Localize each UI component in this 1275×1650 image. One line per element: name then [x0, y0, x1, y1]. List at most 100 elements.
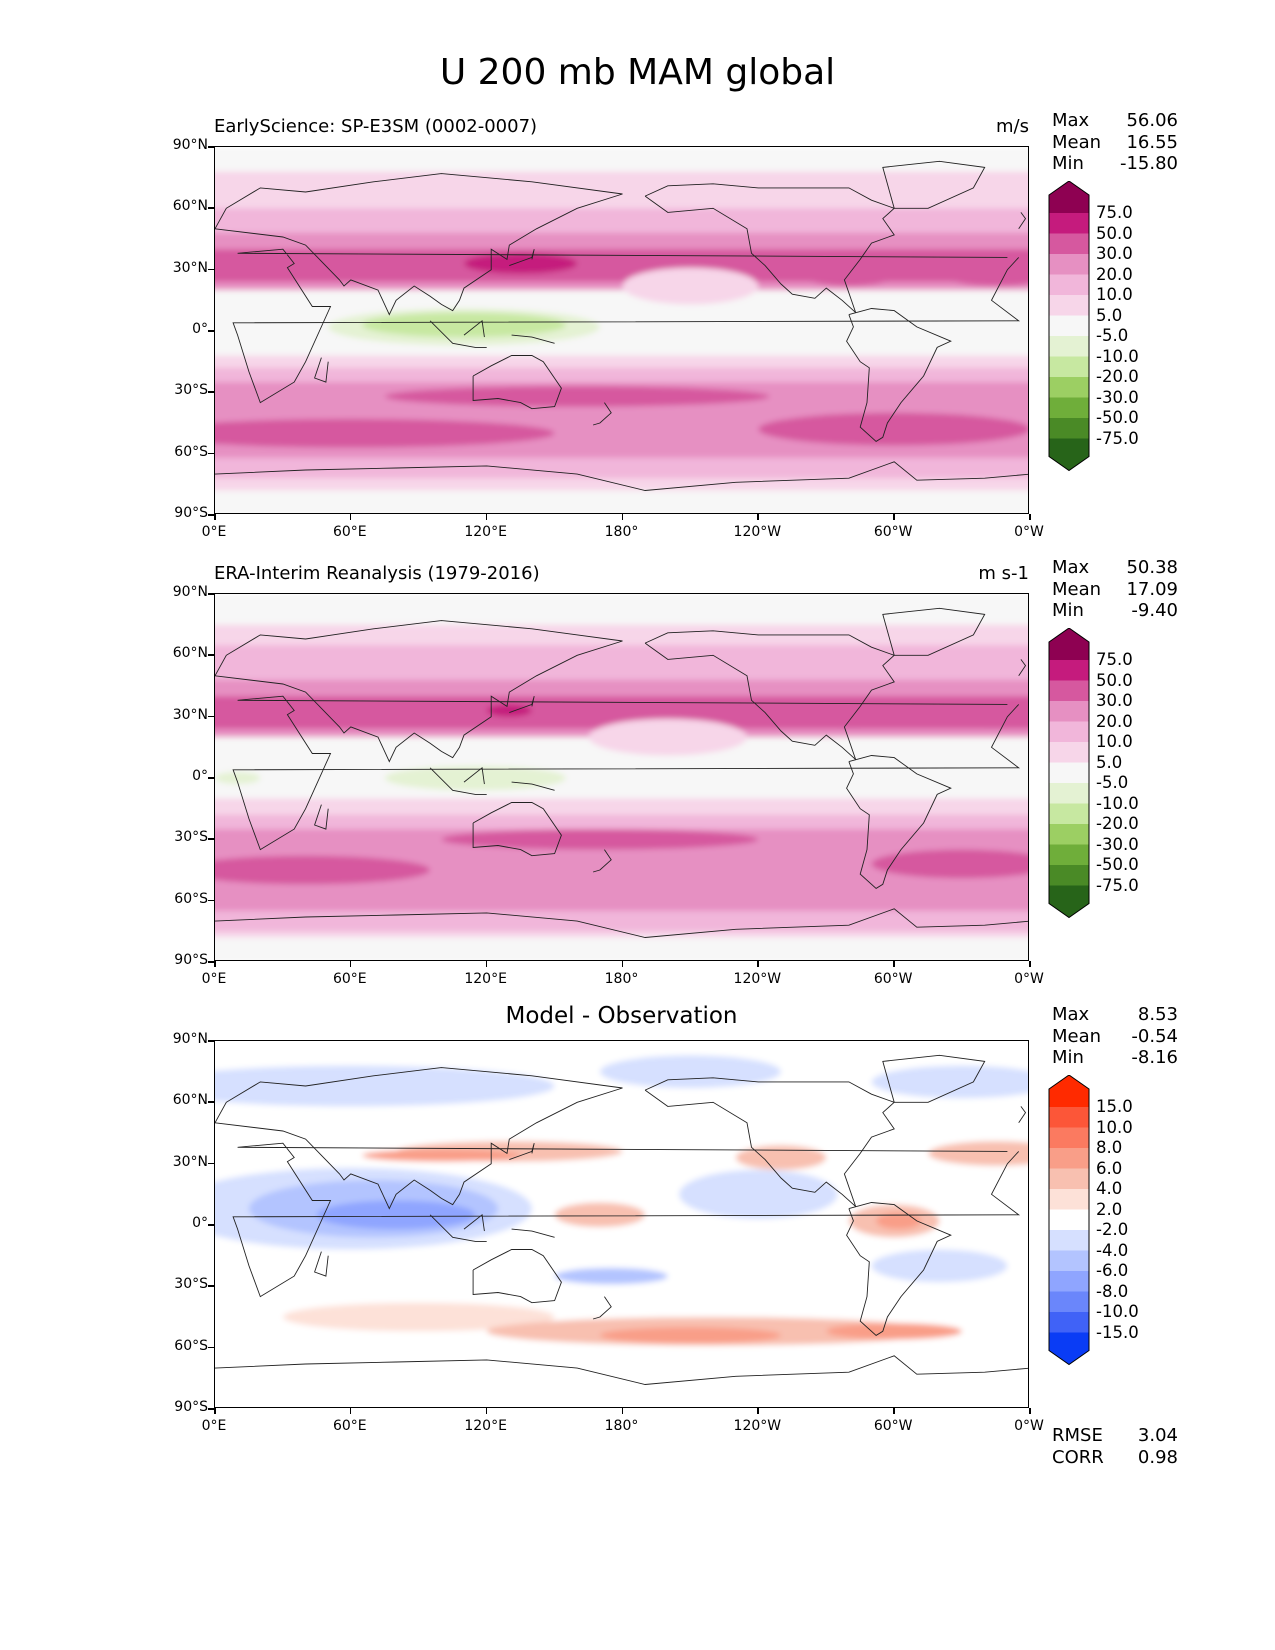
lat-tick-label: 30°S — [174, 1276, 208, 1293]
coastline — [511, 781, 555, 791]
colorbar-tick-label: 6.0 — [1096, 1158, 1123, 1178]
coastline — [644, 183, 896, 313]
colorbar-outline — [1048, 1075, 1090, 1366]
map-svg — [215, 594, 1028, 960]
contour-region — [215, 855, 431, 885]
contour-region — [599, 1327, 781, 1344]
lat-tick-label: 30°N — [172, 706, 208, 723]
coastline — [511, 1228, 555, 1238]
stat-value: 56.06 — [1126, 110, 1178, 131]
colorbar-tick-label: -75.0 — [1096, 875, 1139, 895]
colorbar-tick-label: 75.0 — [1096, 203, 1133, 222]
lon-tick-label: 0°E — [201, 1418, 227, 1434]
lon-tick — [1029, 961, 1031, 967]
stat-value: -15.80 — [1119, 153, 1178, 174]
colorbar-segment — [1049, 1168, 1089, 1189]
colorbar-tick-label: -50.0 — [1096, 408, 1139, 427]
coastline — [644, 630, 896, 760]
contour-region — [215, 494, 1028, 513]
lat-tick-label: 30°S — [174, 382, 208, 399]
contour-region — [215, 771, 261, 785]
coastlines — [215, 160, 1028, 491]
lat-tick-label: 60°N — [172, 645, 208, 662]
colorbar — [1048, 1075, 1090, 1366]
colorbar-tick-label: -4.0 — [1096, 1240, 1129, 1260]
contour-region — [871, 849, 1028, 879]
lat-tick — [208, 838, 214, 840]
colorbar-tick-label: 5.0 — [1096, 305, 1123, 325]
lon-tick — [893, 961, 895, 967]
lon-tick — [485, 961, 488, 967]
colorbar-tick-label: 50.0 — [1096, 670, 1133, 690]
contour-region — [876, 1212, 922, 1230]
stat-row: Mean 17.09 — [1052, 579, 1178, 601]
colorbar-tick-label: -8.0 — [1096, 1281, 1129, 1301]
metric-label: CORR — [1052, 1446, 1104, 1468]
contour-region — [679, 1169, 838, 1219]
lat-tick — [208, 146, 214, 148]
contour-region — [316, 1200, 476, 1230]
colorbar-tick-label: 30.0 — [1096, 691, 1133, 710]
lat-tick — [208, 777, 214, 779]
lon-tick-label: 0°W — [1014, 1418, 1044, 1434]
units-label: m/s — [996, 116, 1029, 137]
contour-region — [384, 765, 566, 791]
colorbar-tick-label: 2.0 — [1096, 1199, 1123, 1219]
colorbar-segment — [1049, 803, 1089, 824]
lat-tick-label: 30°N — [172, 1153, 208, 1170]
contour-region — [939, 261, 1028, 287]
lat-tick-label: 0° — [192, 321, 208, 337]
colorbar-tick-label: -10.0 — [1096, 793, 1139, 813]
coastline — [472, 355, 562, 410]
stat-value: 16.55 — [1126, 131, 1178, 153]
colorbar-tick-label: 10.0 — [1096, 732, 1133, 751]
stat-value: -0.54 — [1131, 1025, 1178, 1047]
lat-tick — [208, 1162, 214, 1165]
coastline — [215, 173, 623, 316]
coastline — [215, 461, 1028, 491]
colorbar-tick-label: 5.0 — [1096, 752, 1123, 772]
lon-tick — [214, 514, 216, 520]
lon-tick-label: 120°W — [733, 1418, 782, 1434]
colorbar-segment — [1049, 274, 1089, 295]
lon-tick-label: 60°W — [873, 1418, 913, 1434]
stat-label: Max — [1052, 557, 1090, 578]
coastline — [472, 802, 562, 857]
colorbar-tick-label: -75.0 — [1096, 428, 1139, 448]
colorbar-tick-label: -2.0 — [1096, 1220, 1129, 1239]
colorbar-tick-label: -15.0 — [1096, 1322, 1139, 1342]
colorbar-segment — [1049, 1271, 1089, 1292]
coastline — [509, 249, 535, 267]
stat-value: -8.16 — [1131, 1047, 1178, 1068]
colorbar-segment — [1049, 418, 1089, 439]
contour-region — [622, 267, 759, 305]
colorbar-segment — [1049, 1189, 1089, 1210]
contour-region — [735, 310, 917, 344]
panel-title: EarlyScience: SP-E3SM (0002-0007) — [214, 116, 538, 137]
rmse-box: RMSE 3.04 CORR 0.98 — [1052, 1425, 1178, 1468]
contour-region — [599, 1055, 781, 1089]
colorbar-segment — [1049, 356, 1089, 377]
stat-value: -9.40 — [1131, 600, 1178, 621]
coastline — [592, 849, 612, 873]
coastline — [463, 319, 485, 338]
field-contours — [215, 594, 1028, 960]
metric-value: 3.04 — [1137, 1425, 1178, 1446]
colorbar-outline — [1048, 628, 1090, 919]
stats-box: Max 8.53 Mean -0.54 Min -8.16 — [1052, 1004, 1178, 1069]
contour-region — [362, 1149, 521, 1162]
units-label: m s-1 — [978, 563, 1029, 584]
colorbar-segment — [1049, 742, 1089, 763]
lat-tick — [208, 1224, 214, 1226]
colorbar-segment — [1049, 1312, 1089, 1333]
contour-region — [588, 718, 748, 756]
colorbar-tick-label: 10.0 — [1096, 1117, 1133, 1137]
colorbar-segment — [1049, 336, 1089, 357]
colorbar-tick-label: -5.0 — [1096, 773, 1129, 792]
lat-tick-label: 90°S — [174, 1399, 208, 1415]
coastline — [314, 1251, 329, 1277]
lon-tick-label: 120°W — [733, 524, 782, 540]
colorbar-extend-bottom — [1049, 885, 1089, 918]
colorbar-extend-bottom — [1049, 1332, 1089, 1365]
coastline — [846, 755, 952, 889]
